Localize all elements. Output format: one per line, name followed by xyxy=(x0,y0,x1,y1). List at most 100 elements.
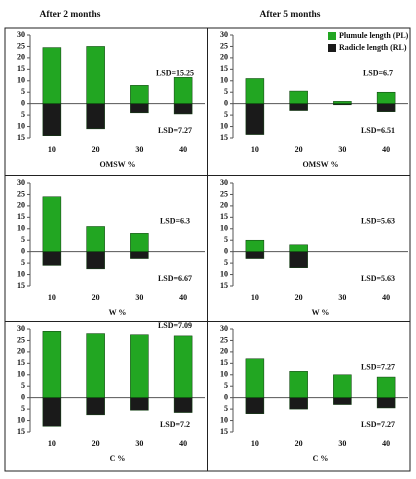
bar xyxy=(333,101,352,104)
annotation: LSD=7.2 xyxy=(160,420,190,429)
bar xyxy=(173,397,193,413)
x-tick-label: 20 xyxy=(295,439,303,448)
y-tick-label: 10 xyxy=(17,76,25,85)
annotation: LSD=5.63 xyxy=(361,217,395,226)
bar xyxy=(42,397,62,427)
y-tick-label: 5 xyxy=(21,381,25,390)
x-axis-label: W % xyxy=(109,308,127,317)
x-tick-label: 20 xyxy=(92,439,100,448)
column-title: After 2 months xyxy=(39,10,100,20)
x-tick-label: 20 xyxy=(92,293,100,302)
bar xyxy=(333,397,352,405)
annotation: LSD=6.3 xyxy=(160,217,190,226)
y-tick-label: 10 xyxy=(220,269,228,278)
y-tick-label: 30 xyxy=(17,178,25,187)
bar xyxy=(42,47,62,104)
y-tick-label: 15 xyxy=(220,358,228,367)
y-tick-label: 10 xyxy=(17,269,25,278)
x-tick-label: 10 xyxy=(251,145,259,154)
y-tick-label: 0 xyxy=(21,98,25,107)
y-tick-label: 15 xyxy=(220,427,228,436)
bar xyxy=(42,251,62,266)
bar xyxy=(130,251,149,259)
bar xyxy=(130,397,149,411)
y-tick-label: 30 xyxy=(17,30,25,39)
bar xyxy=(245,239,265,252)
x-tick-label: 10 xyxy=(251,293,259,302)
y-tick-label: 5 xyxy=(21,110,25,119)
x-tick-label: 20 xyxy=(295,145,303,154)
bar xyxy=(245,358,265,398)
y-tick-label: 10 xyxy=(220,415,228,424)
x-tick-label: 40 xyxy=(382,439,390,448)
y-tick-label: 20 xyxy=(220,53,228,62)
y-tick-label: 25 xyxy=(220,189,228,198)
y-tick-label: 30 xyxy=(220,324,228,333)
x-tick-label: 40 xyxy=(179,293,187,302)
bar xyxy=(130,233,149,252)
x-tick-label: 20 xyxy=(92,145,100,154)
y-tick-label: 5 xyxy=(224,110,228,119)
bar xyxy=(86,251,105,270)
column-title: After 5 months xyxy=(259,10,320,20)
y-tick-label: 5 xyxy=(21,258,25,267)
y-tick-label: 15 xyxy=(220,212,228,221)
annotation: LSD=7.27 xyxy=(361,420,395,429)
bar xyxy=(42,331,62,398)
bar xyxy=(42,103,62,136)
x-tick-label: 30 xyxy=(338,145,346,154)
legend-label: Plumule length (PL) xyxy=(339,31,409,40)
y-tick-label: 25 xyxy=(220,335,228,344)
annotation: LSD=5.63 xyxy=(361,274,395,283)
y-tick-label: 20 xyxy=(220,347,228,356)
y-tick-label: 10 xyxy=(220,224,228,233)
bar xyxy=(376,103,396,112)
y-tick-label: 5 xyxy=(21,235,25,244)
y-tick-label: 5 xyxy=(224,381,228,390)
x-axis-label: W % xyxy=(312,308,330,317)
bar xyxy=(289,90,308,104)
x-axis-label: C % xyxy=(313,454,329,463)
y-tick-label: 20 xyxy=(17,347,25,356)
y-tick-label: 25 xyxy=(17,335,25,344)
y-tick-label: 20 xyxy=(220,201,228,210)
bar xyxy=(376,397,396,409)
y-tick-label: 20 xyxy=(17,201,25,210)
y-tick-label: 5 xyxy=(224,235,228,244)
y-tick-label: 10 xyxy=(17,415,25,424)
y-tick-label: 0 xyxy=(224,98,228,107)
x-tick-label: 30 xyxy=(338,439,346,448)
y-tick-label: 15 xyxy=(17,212,25,221)
bar xyxy=(245,103,265,135)
annotation: LSD=15.25 xyxy=(156,69,194,78)
x-tick-label: 40 xyxy=(382,293,390,302)
bar xyxy=(173,77,193,104)
y-tick-label: 10 xyxy=(220,121,228,130)
bar xyxy=(130,103,149,114)
legend-label: Radicle length (RL) xyxy=(339,43,407,52)
legend-swatch xyxy=(328,44,336,52)
x-axis-label: C % xyxy=(110,454,126,463)
y-tick-label: 0 xyxy=(21,392,25,401)
y-tick-label: 15 xyxy=(17,358,25,367)
y-tick-label: 0 xyxy=(21,246,25,255)
bar xyxy=(289,397,308,410)
y-tick-label: 10 xyxy=(17,370,25,379)
bar xyxy=(289,103,308,111)
bar xyxy=(42,196,62,252)
y-tick-label: 0 xyxy=(224,246,228,255)
bar xyxy=(130,334,149,398)
y-tick-label: 5 xyxy=(224,258,228,267)
y-tick-label: 15 xyxy=(17,427,25,436)
y-tick-label: 15 xyxy=(17,133,25,142)
y-tick-label: 5 xyxy=(21,404,25,413)
y-tick-label: 10 xyxy=(220,76,228,85)
x-tick-label: 30 xyxy=(135,293,143,302)
bar xyxy=(333,374,352,398)
x-tick-label: 40 xyxy=(179,439,187,448)
y-tick-label: 5 xyxy=(224,404,228,413)
bar xyxy=(86,397,105,416)
y-tick-label: 30 xyxy=(220,178,228,187)
bar xyxy=(245,251,265,259)
